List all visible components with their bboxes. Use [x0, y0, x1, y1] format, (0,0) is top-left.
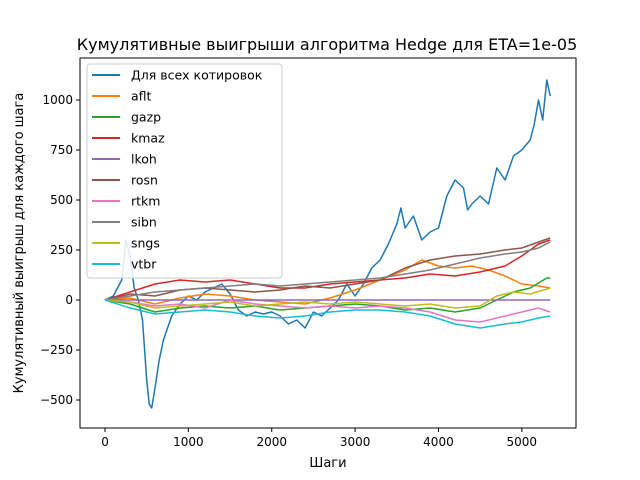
legend-label: rtkm [131, 194, 160, 209]
x-tick-label: 4000 [423, 435, 454, 449]
series-line-3 [104, 277, 551, 313]
legend-label: sibn [131, 215, 157, 230]
x-axis: 0 1000 2000 3000 4000 5000 [101, 428, 537, 449]
legend-label: Для всех котировок [131, 68, 263, 83]
legend: Для всех котировок aflt gazp kmaz lkoh rosn rt… [86, 63, 283, 279]
legend-label: aflt [131, 89, 152, 104]
series-line-2 [104, 259, 551, 305]
series-line-7 [104, 299, 551, 323]
x-tick-label: 5000 [507, 435, 538, 449]
chart-title: Кумулятивные выигрыши алгоритма Hedge дл… [77, 35, 578, 54]
series-line-8 [104, 241, 551, 301]
legend-items: Для всех котировок aflt gazp kmaz lkoh rosn rt… [92, 68, 263, 272]
legend-box [86, 63, 283, 279]
y-axis-label: Кумулятивный выигрыш для каждого шага [12, 93, 27, 394]
y-tick-label: −250 [40, 343, 73, 357]
legend-label: sngs [131, 236, 160, 251]
series-line-1 [104, 79, 551, 409]
y-tick-label: 1000 [42, 93, 73, 107]
x-axis-label: Шаги [309, 456, 346, 471]
series-line-9 [104, 287, 551, 309]
plot-area [79, 57, 577, 429]
legend-label: gazp [131, 110, 161, 125]
y-tick-label: 250 [50, 243, 73, 257]
y-tick-label: −500 [40, 393, 73, 407]
y-tick-label: 500 [50, 193, 73, 207]
series-line-10 [104, 299, 551, 329]
series-line-4 [104, 239, 551, 301]
y-axis: −500 −250 0 250 500 750 1000 [40, 93, 80, 407]
legend-label: vtbr [131, 257, 157, 272]
x-tick-label: 1000 [173, 435, 204, 449]
y-tick-label: 750 [50, 143, 73, 157]
series-layer [104, 79, 551, 409]
legend-label: kmaz [131, 131, 165, 146]
x-tick-label: 3000 [340, 435, 371, 449]
axes-frame [79, 57, 577, 429]
legend-label: rosn [131, 173, 158, 188]
x-tick-label: 0 [101, 435, 109, 449]
y-tick-label: 0 [65, 293, 73, 307]
legend-label: lkoh [131, 152, 157, 167]
x-tick-label: 2000 [256, 435, 287, 449]
